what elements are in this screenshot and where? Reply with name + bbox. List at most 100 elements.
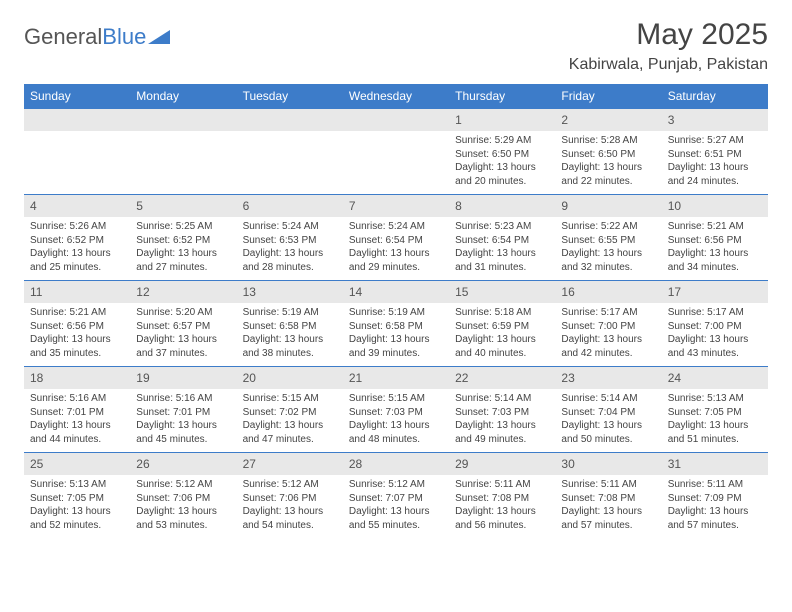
day-cell: 17Sunrise: 5:17 AMSunset: 7:00 PMDayligh… xyxy=(662,281,768,367)
day-cell: 23Sunrise: 5:14 AMSunset: 7:04 PMDayligh… xyxy=(555,367,661,453)
day-info: Sunrise: 5:14 AMSunset: 7:04 PMDaylight:… xyxy=(555,389,661,452)
day-info: Sunrise: 5:27 AMSunset: 6:51 PMDaylight:… xyxy=(662,131,768,194)
day-number: 23 xyxy=(555,367,661,389)
day-info: Sunrise: 5:26 AMSunset: 6:52 PMDaylight:… xyxy=(24,217,130,280)
daynum-empty xyxy=(237,109,343,131)
week-row: 4Sunrise: 5:26 AMSunset: 6:52 PMDaylight… xyxy=(24,195,768,281)
day-number: 17 xyxy=(662,281,768,303)
week-row: 11Sunrise: 5:21 AMSunset: 6:56 PMDayligh… xyxy=(24,281,768,367)
day-header-tuesday: Tuesday xyxy=(237,84,343,109)
day-cell: 10Sunrise: 5:21 AMSunset: 6:56 PMDayligh… xyxy=(662,195,768,281)
day-number: 9 xyxy=(555,195,661,217)
day-cell: 12Sunrise: 5:20 AMSunset: 6:57 PMDayligh… xyxy=(130,281,236,367)
day-info: Sunrise: 5:15 AMSunset: 7:02 PMDaylight:… xyxy=(237,389,343,452)
day-number: 27 xyxy=(237,453,343,475)
week-row: 18Sunrise: 5:16 AMSunset: 7:01 PMDayligh… xyxy=(24,367,768,453)
day-info: Sunrise: 5:24 AMSunset: 6:54 PMDaylight:… xyxy=(343,217,449,280)
day-number: 2 xyxy=(555,109,661,131)
logo-text-2: Blue xyxy=(102,24,146,49)
logo: GeneralBlue xyxy=(24,24,170,50)
day-cell: 22Sunrise: 5:14 AMSunset: 7:03 PMDayligh… xyxy=(449,367,555,453)
day-cell: 31Sunrise: 5:11 AMSunset: 7:09 PMDayligh… xyxy=(662,453,768,539)
day-cell: 3Sunrise: 5:27 AMSunset: 6:51 PMDaylight… xyxy=(662,109,768,195)
dayinfo-empty xyxy=(130,131,236,175)
day-number: 25 xyxy=(24,453,130,475)
day-cell xyxy=(130,109,236,195)
day-cell: 21Sunrise: 5:15 AMSunset: 7:03 PMDayligh… xyxy=(343,367,449,453)
day-info: Sunrise: 5:12 AMSunset: 7:06 PMDaylight:… xyxy=(237,475,343,538)
day-number: 5 xyxy=(130,195,236,217)
day-info: Sunrise: 5:21 AMSunset: 6:56 PMDaylight:… xyxy=(24,303,130,366)
dayinfo-empty xyxy=(237,131,343,175)
daynum-empty xyxy=(130,109,236,131)
day-cell: 14Sunrise: 5:19 AMSunset: 6:58 PMDayligh… xyxy=(343,281,449,367)
day-cell: 20Sunrise: 5:15 AMSunset: 7:02 PMDayligh… xyxy=(237,367,343,453)
day-info: Sunrise: 5:22 AMSunset: 6:55 PMDaylight:… xyxy=(555,217,661,280)
day-number: 31 xyxy=(662,453,768,475)
dayinfo-empty xyxy=(24,131,130,175)
day-cell: 1Sunrise: 5:29 AMSunset: 6:50 PMDaylight… xyxy=(449,109,555,195)
day-info: Sunrise: 5:11 AMSunset: 7:08 PMDaylight:… xyxy=(555,475,661,538)
logo-triangle-icon xyxy=(148,30,170,44)
day-number: 13 xyxy=(237,281,343,303)
day-info: Sunrise: 5:15 AMSunset: 7:03 PMDaylight:… xyxy=(343,389,449,452)
day-header-monday: Monday xyxy=(130,84,236,109)
day-header-thursday: Thursday xyxy=(449,84,555,109)
daynum-empty xyxy=(24,109,130,131)
day-cell: 27Sunrise: 5:12 AMSunset: 7:06 PMDayligh… xyxy=(237,453,343,539)
day-header-saturday: Saturday xyxy=(662,84,768,109)
day-cell: 26Sunrise: 5:12 AMSunset: 7:06 PMDayligh… xyxy=(130,453,236,539)
day-header-friday: Friday xyxy=(555,84,661,109)
day-number: 19 xyxy=(130,367,236,389)
day-cell: 11Sunrise: 5:21 AMSunset: 6:56 PMDayligh… xyxy=(24,281,130,367)
title-block: May 2025 Kabirwala, Punjab, Pakistan xyxy=(569,18,768,74)
week-row: 25Sunrise: 5:13 AMSunset: 7:05 PMDayligh… xyxy=(24,453,768,539)
day-info: Sunrise: 5:18 AMSunset: 6:59 PMDaylight:… xyxy=(449,303,555,366)
day-info: Sunrise: 5:11 AMSunset: 7:09 PMDaylight:… xyxy=(662,475,768,538)
day-number: 21 xyxy=(343,367,449,389)
day-cell xyxy=(343,109,449,195)
day-cell: 18Sunrise: 5:16 AMSunset: 7:01 PMDayligh… xyxy=(24,367,130,453)
day-number: 30 xyxy=(555,453,661,475)
month-title: May 2025 xyxy=(569,18,768,52)
day-cell: 25Sunrise: 5:13 AMSunset: 7:05 PMDayligh… xyxy=(24,453,130,539)
day-number: 28 xyxy=(343,453,449,475)
day-number: 1 xyxy=(449,109,555,131)
day-info: Sunrise: 5:13 AMSunset: 7:05 PMDaylight:… xyxy=(662,389,768,452)
day-cell: 29Sunrise: 5:11 AMSunset: 7:08 PMDayligh… xyxy=(449,453,555,539)
day-number: 10 xyxy=(662,195,768,217)
day-number: 3 xyxy=(662,109,768,131)
day-info: Sunrise: 5:16 AMSunset: 7:01 PMDaylight:… xyxy=(130,389,236,452)
day-info: Sunrise: 5:28 AMSunset: 6:50 PMDaylight:… xyxy=(555,131,661,194)
day-cell xyxy=(237,109,343,195)
calendar-table: SundayMondayTuesdayWednesdayThursdayFrid… xyxy=(24,84,768,538)
day-cell: 13Sunrise: 5:19 AMSunset: 6:58 PMDayligh… xyxy=(237,281,343,367)
week-row: 1Sunrise: 5:29 AMSunset: 6:50 PMDaylight… xyxy=(24,109,768,195)
day-info: Sunrise: 5:11 AMSunset: 7:08 PMDaylight:… xyxy=(449,475,555,538)
day-cell: 8Sunrise: 5:23 AMSunset: 6:54 PMDaylight… xyxy=(449,195,555,281)
day-number: 11 xyxy=(24,281,130,303)
day-number: 22 xyxy=(449,367,555,389)
day-info: Sunrise: 5:13 AMSunset: 7:05 PMDaylight:… xyxy=(24,475,130,538)
day-number: 6 xyxy=(237,195,343,217)
day-header-sunday: Sunday xyxy=(24,84,130,109)
day-cell: 7Sunrise: 5:24 AMSunset: 6:54 PMDaylight… xyxy=(343,195,449,281)
day-info: Sunrise: 5:19 AMSunset: 6:58 PMDaylight:… xyxy=(237,303,343,366)
day-cell: 15Sunrise: 5:18 AMSunset: 6:59 PMDayligh… xyxy=(449,281,555,367)
day-cell: 16Sunrise: 5:17 AMSunset: 7:00 PMDayligh… xyxy=(555,281,661,367)
day-cell: 2Sunrise: 5:28 AMSunset: 6:50 PMDaylight… xyxy=(555,109,661,195)
day-info: Sunrise: 5:14 AMSunset: 7:03 PMDaylight:… xyxy=(449,389,555,452)
day-number: 26 xyxy=(130,453,236,475)
day-number: 15 xyxy=(449,281,555,303)
day-header-wednesday: Wednesday xyxy=(343,84,449,109)
logo-text-1: General xyxy=(24,24,102,49)
day-info: Sunrise: 5:17 AMSunset: 7:00 PMDaylight:… xyxy=(662,303,768,366)
day-number: 14 xyxy=(343,281,449,303)
day-cell: 9Sunrise: 5:22 AMSunset: 6:55 PMDaylight… xyxy=(555,195,661,281)
day-info: Sunrise: 5:21 AMSunset: 6:56 PMDaylight:… xyxy=(662,217,768,280)
day-number: 16 xyxy=(555,281,661,303)
day-number: 29 xyxy=(449,453,555,475)
dayinfo-empty xyxy=(343,131,449,175)
day-number: 4 xyxy=(24,195,130,217)
location-text: Kabirwala, Punjab, Pakistan xyxy=(569,56,768,74)
